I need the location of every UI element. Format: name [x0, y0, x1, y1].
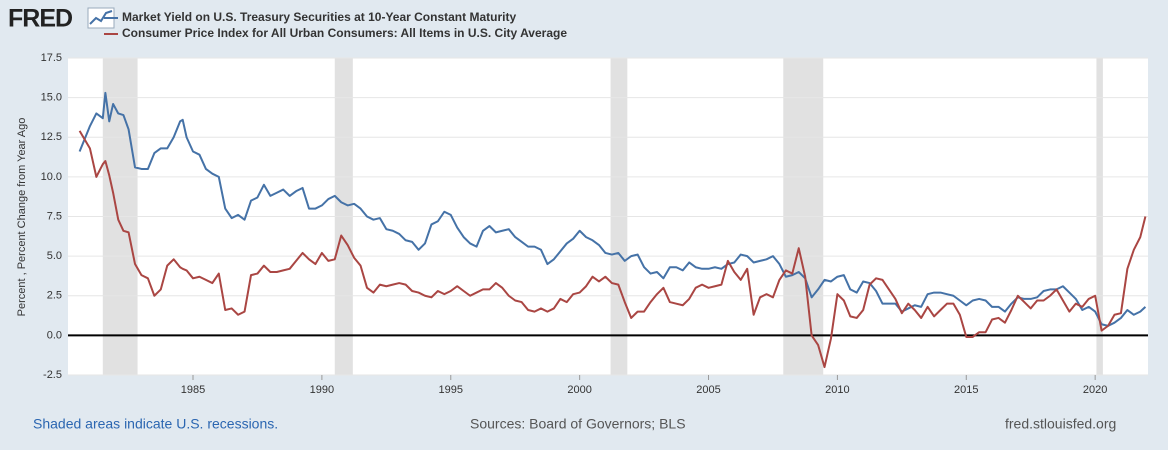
y-tick-label: 7.5 [47, 210, 62, 222]
y-tick-label: 2.5 [47, 290, 62, 302]
y-tick-label: 17.5 [41, 52, 62, 64]
x-tick-label: 2005 [696, 384, 720, 396]
y-tick-label: 0.0 [47, 329, 62, 341]
y-axis-label: Percent , Percent Change from Year Ago [16, 118, 28, 317]
logo: FRED [8, 5, 72, 33]
legend-label: Consumer Price Index for All Urban Consu… [122, 26, 567, 40]
x-tick-label: 2010 [825, 384, 849, 396]
x-tick-label: 2020 [1083, 384, 1107, 396]
x-tick-label: 2015 [954, 384, 978, 396]
legend-label: Market Yield on U.S. Treasury Securities… [122, 10, 516, 24]
y-tick-label: 12.5 [41, 131, 62, 143]
x-tick-label: 1985 [181, 384, 205, 396]
y-tick-label: 10.0 [41, 171, 62, 183]
y-tick-label: 15.0 [41, 92, 62, 104]
x-tick-label: 2000 [567, 384, 591, 396]
sources: Sources: Board of Governors; BLS [470, 416, 686, 432]
site-link[interactable]: fred.stlouisfed.org [1005, 416, 1116, 432]
x-tick-label: 1990 [310, 384, 334, 396]
series-line [78, 130, 1147, 369]
series-line [78, 91, 1147, 327]
x-tick-label: 1995 [439, 384, 463, 396]
y-tick-label: 5.0 [47, 250, 62, 262]
y-tick-label: -2.5 [43, 369, 62, 381]
recession-note: Shaded areas indicate U.S. recessions. [33, 416, 278, 432]
